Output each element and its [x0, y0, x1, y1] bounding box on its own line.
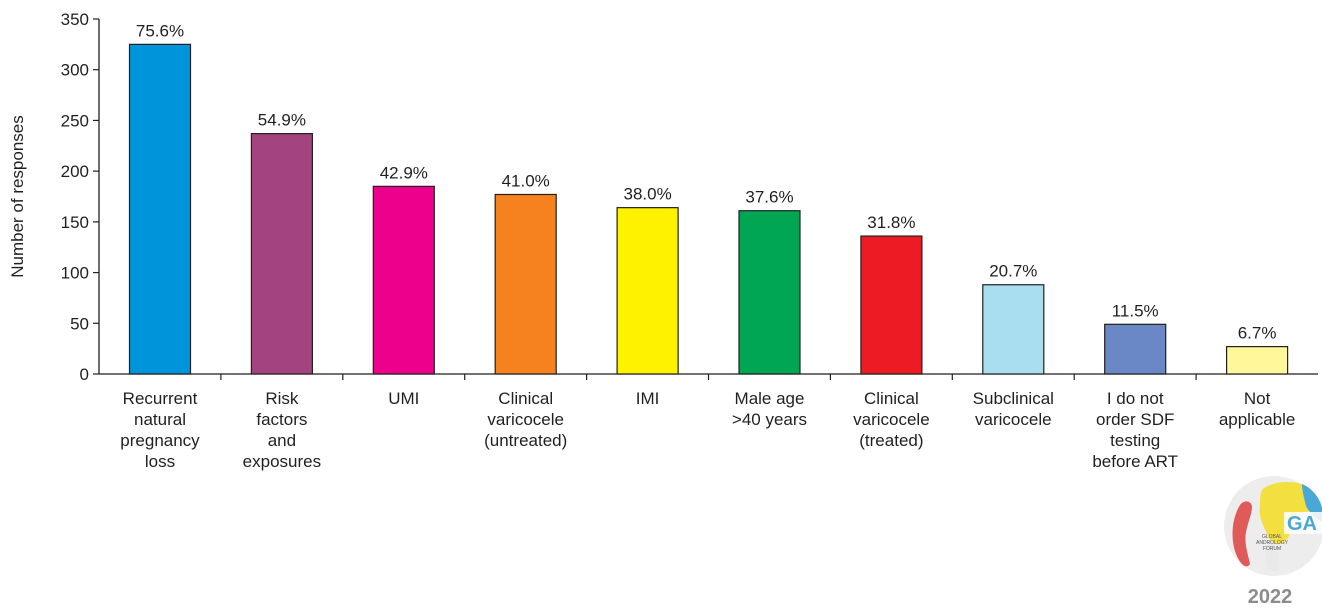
x-tick-label: exposures	[243, 452, 321, 471]
logo-text-line: FORUM	[1263, 546, 1281, 552]
bar-data-label: 20.7%	[989, 262, 1037, 281]
x-tick-label: Recurrent	[123, 389, 198, 408]
y-tick-label: 300	[61, 61, 89, 80]
x-tick-label: Clinical	[864, 389, 919, 408]
x-tick-label: factors	[256, 410, 307, 429]
x-tick-label: I do not	[1107, 389, 1164, 408]
logo-text-line: ANDROLOGY	[1256, 540, 1289, 546]
global-andrology-forum-logo: GLOBAL ANDROLOGY FORUM GA 2022	[1222, 470, 1322, 611]
logo-year: 2022	[1247, 586, 1293, 608]
bar-data-label: 37.6%	[745, 188, 793, 207]
y-tick-label: 200	[61, 162, 89, 181]
x-tick-label: UMI	[388, 389, 419, 408]
chart-bars	[128, 43, 1289, 375]
bar-data-label: 38.0%	[623, 185, 671, 204]
bar	[494, 193, 557, 375]
x-tick-label: Risk	[265, 389, 299, 408]
x-tick-label: applicable	[1219, 410, 1296, 429]
x-tick-label: natural	[134, 410, 186, 429]
bar-data-label: 31.8%	[867, 213, 915, 232]
x-tick-label: varicocele	[975, 410, 1052, 429]
bar	[860, 235, 923, 375]
x-tick-label: IMI	[636, 389, 660, 408]
x-tick-label: (untreated)	[484, 431, 567, 450]
bar	[250, 133, 313, 375]
y-tick-label: 0	[80, 365, 89, 384]
x-tick-label: >40 years	[732, 410, 807, 429]
y-axis-label: Number of responses	[8, 115, 27, 278]
bar	[1225, 346, 1289, 375]
y-tick-label: 350	[61, 10, 89, 29]
logo-text-line: GLOBAL	[1262, 534, 1282, 540]
y-tick-label: 150	[61, 213, 89, 232]
bar	[1104, 323, 1167, 375]
bar	[372, 185, 435, 375]
x-tick-label: testing	[1110, 431, 1160, 450]
x-tick-label: varicocele	[853, 410, 930, 429]
bar-data-label: 42.9%	[380, 163, 428, 182]
x-tick-label: Clinical	[498, 389, 553, 408]
bar	[128, 43, 192, 375]
bar-data-label: 54.9%	[258, 111, 306, 130]
x-tick-label: pregnancy	[120, 431, 200, 450]
chart-labels: 75.6% Recurrent natural pregnancy loss 54.9% R…	[120, 21, 1295, 471]
bar-data-label: 11.5%	[1112, 301, 1159, 320]
bar	[616, 207, 679, 375]
y-tick-label: 100	[61, 264, 89, 283]
bar-data-label: 6.7%	[1238, 324, 1277, 343]
bar	[738, 210, 801, 375]
x-tick-label: order SDF	[1096, 410, 1174, 429]
x-tick-label: loss	[145, 452, 175, 471]
x-tick-label: Not	[1244, 389, 1271, 408]
x-tick-label: before ART	[1092, 452, 1178, 471]
y-tick-label: 50	[70, 314, 89, 333]
globe-icon: GLOBAL ANDROLOGY FORUM GA	[1224, 476, 1322, 576]
bar	[982, 284, 1045, 375]
bar-data-label: 75.6%	[136, 21, 184, 40]
x-tick-label: varicocele	[487, 410, 564, 429]
x-tick-label: (treated)	[859, 431, 923, 450]
x-tick-label: and	[268, 431, 296, 450]
y-tick-label: 250	[61, 111, 89, 130]
logo-initials: GA	[1287, 513, 1317, 535]
x-tick-label: Male age	[735, 389, 805, 408]
bar-data-label: 41.0%	[502, 171, 550, 190]
x-tick-label: Subclinical	[973, 389, 1054, 408]
